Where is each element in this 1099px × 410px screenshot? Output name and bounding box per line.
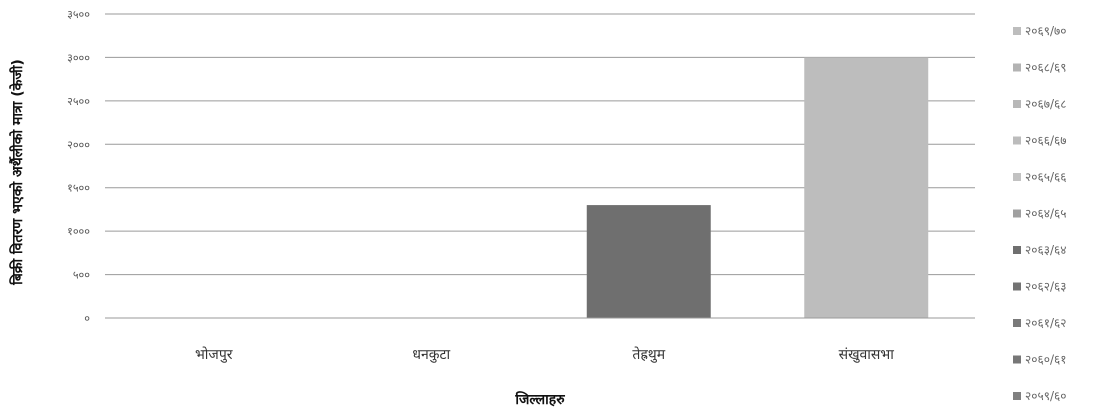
legend-swatch xyxy=(1013,63,1021,72)
legend-swatch xyxy=(1013,392,1021,400)
bar-4-series-1 xyxy=(804,57,929,319)
legend-label: २०६२/६३ xyxy=(1025,280,1066,294)
y-axis-ticks: ० ५०० १००० १५०० २००० २५०० ३००० ३५०० xyxy=(67,8,90,325)
legend-swatch xyxy=(1013,209,1021,218)
x-category-label: तेह्रथुम xyxy=(632,346,665,363)
legend-swatch xyxy=(1013,27,1021,35)
x-category-label: भोजपुर xyxy=(195,346,233,363)
legend-label: २०६०/६१ xyxy=(1025,353,1066,367)
legend-swatch xyxy=(1013,319,1021,327)
x-axis-title: जिल्लाहरु xyxy=(514,391,565,408)
legend-swatch xyxy=(1013,282,1021,291)
legend-swatch xyxy=(1013,246,1021,254)
y-tick-label: ५०० xyxy=(73,269,90,282)
x-axis-categories: भोजपुर धनकुटा तेह्रथुम संखुवासभा xyxy=(195,346,894,363)
legend-label: २०६८/६९ xyxy=(1025,61,1066,75)
legend-label: २०६९/७० xyxy=(1025,24,1066,38)
y-tick-label: २००० xyxy=(67,138,90,151)
legend-label: २०६५/६६ xyxy=(1025,170,1066,184)
y-tick-label: ० xyxy=(84,312,90,325)
legend-label: २०६१/६२ xyxy=(1025,316,1066,330)
y-tick-label: २५०० xyxy=(67,95,90,108)
bar-3-series-7 xyxy=(586,205,711,318)
y-axis-title: बिक्री वितरण भएको अर्थैलीको मात्रा (केजी… xyxy=(9,59,26,286)
x-category-label: धनकुटा xyxy=(412,347,450,363)
legend-label: २०६४/६५ xyxy=(1025,207,1066,221)
bars xyxy=(586,57,929,319)
y-tick-label: १००० xyxy=(67,225,90,238)
legend-label: २०६७/६८ xyxy=(1025,97,1066,111)
legend-label: २०६६/६७ xyxy=(1025,134,1066,148)
y-tick-label: ३५०० xyxy=(67,8,90,21)
legend-label: २०५९/६० xyxy=(1025,389,1066,403)
y-tick-label: ३००० xyxy=(67,51,90,64)
y-tick-label: १५०० xyxy=(67,182,90,195)
legend-swatch xyxy=(1013,100,1021,108)
x-category-label: संखुवासभा xyxy=(839,347,895,363)
legend-swatch xyxy=(1013,355,1021,364)
gridlines xyxy=(105,13,975,276)
legend-swatch xyxy=(1013,136,1021,145)
legend-swatch xyxy=(1013,173,1021,181)
legend-label: २०६३/६४ xyxy=(1025,243,1066,257)
legend: २०६९/७० २०६८/६९ २०६७/६८ २०६६/६७ २०६५/६६ २०६४/… xyxy=(1013,24,1066,403)
